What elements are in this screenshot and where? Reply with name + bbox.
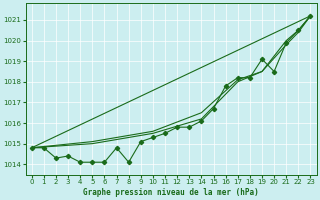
X-axis label: Graphe pression niveau de la mer (hPa): Graphe pression niveau de la mer (hPa) <box>83 188 259 197</box>
